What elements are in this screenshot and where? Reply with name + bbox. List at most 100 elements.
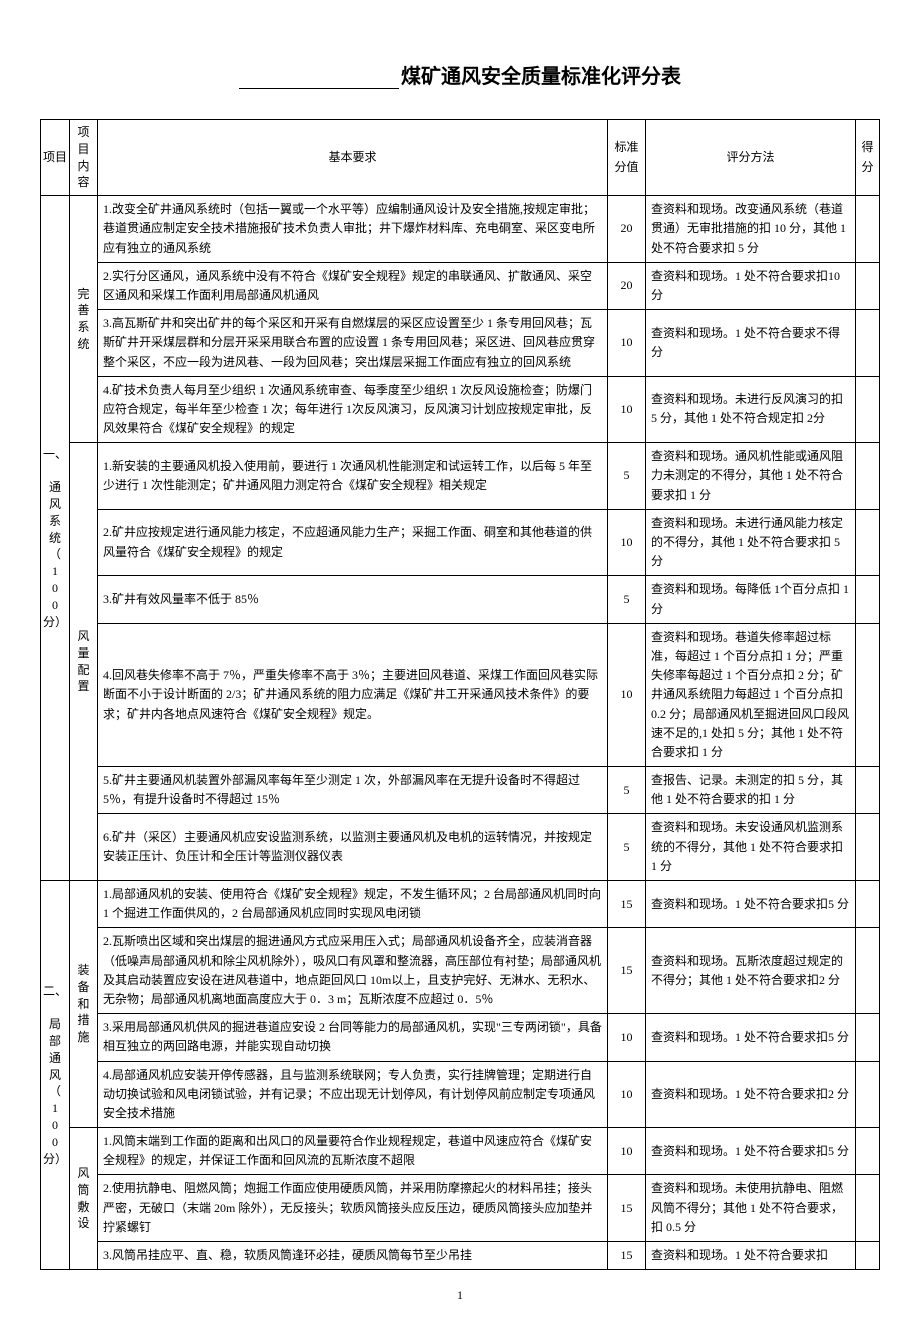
section1-label: 一、 通 风 系 统 （ 1 0 0 分） (41, 196, 70, 881)
table-row: 3.风筒吊挂应平、直、稳，软质风筒逢环必挂，硬质风筒每节至少吊挂 15 查资料和… (41, 1242, 880, 1270)
score-cell: 20 (608, 262, 646, 309)
method-cell: 查资料和现场。瓦斯浓度超过规定的不得分；其他 1 处不符合要求扣2 分 (646, 928, 856, 1014)
got-cell (856, 767, 880, 814)
section2-group1-label: 装 备 和 措 施 (70, 881, 98, 1128)
got-cell (856, 576, 880, 623)
method-cell: 查资料和现场。1 处不符合要求扣10 分 (646, 262, 856, 309)
method-cell: 查资料和现场。1 处不符合要求扣5 分 (646, 1128, 856, 1175)
req-cell: 2.实行分区通风，通风系统中没有不符合《煤矿安全规程》规定的串联通风、扩散通风、… (98, 262, 608, 309)
req-cell: 3.采用局部通风机供风的掘进巷道应安设 2 台同等能力的局部通风机，实现"三专两… (98, 1014, 608, 1061)
req-cell: 1.局部通风机的安装、使用符合《煤矿安全规程》规定，不发生循环风；2 台局部通风… (98, 881, 608, 928)
score-cell: 10 (608, 1014, 646, 1061)
got-cell (856, 310, 880, 377)
table-row: 2.瓦斯喷出区域和突出煤层的掘进通风方式应采用压入式；局部通风机设备齐全，应装消… (41, 928, 880, 1014)
got-cell (856, 262, 880, 309)
table-row: 4.矿技术负责人每月至少组织 1 次通风系统审查、每季度至少组织 1 次反风设施… (41, 376, 880, 443)
header-got: 得分 (856, 120, 880, 196)
method-cell: 查资料和现场。未进行通风能力核定的不得分，其他 1 处不符合要求扣 5 分 (646, 509, 856, 576)
score-cell: 10 (608, 376, 646, 443)
section1-group2-label: 风 量 配 置 (70, 443, 98, 881)
method-cell: 查资料和现场。通风机性能或通风阻力未测定的不得分，其他 1 处不符合要求扣 1 … (646, 443, 856, 510)
table-row: 6.矿井（采区）主要通风机应安设监测系统，以监测主要通风机及电机的运转情况，并按… (41, 814, 880, 881)
table-row: 风 筒 敷 设 1.风筒末端到工作面的距离和出风口的风量要符合作业规程规定，巷道… (41, 1128, 880, 1175)
got-cell (856, 1175, 880, 1242)
table-row: 3.矿井有效风量率不低于 85％ 5 查资料和现场。每降低 1个百分点扣 1 分 (41, 576, 880, 623)
scoring-table: 项目 项目内容 基本要求 标准分值 评分方法 得分 一、 通 风 系 统 （ 1… (40, 119, 880, 1270)
req-cell: 1.新安装的主要通风机投入使用前，要进行 1 次通风机性能测定和试运转工作，以后… (98, 443, 608, 510)
table-row: 5.矿井主要通风机装置外部漏风率每年至少测定 1 次，外部漏风率在无提升设备时不… (41, 767, 880, 814)
got-cell (856, 376, 880, 443)
got-cell (856, 1014, 880, 1061)
method-cell: 查资料和现场。每降低 1个百分点扣 1 分 (646, 576, 856, 623)
score-cell: 15 (608, 1175, 646, 1242)
section1-group1-label: 完 善 系 统 (70, 196, 98, 443)
table-row: 2.实行分区通风，通风系统中没有不符合《煤矿安全规程》规定的串联通风、扩散通风、… (41, 262, 880, 309)
got-cell (856, 881, 880, 928)
table-row: 3.采用局部通风机供风的掘进巷道应安设 2 台同等能力的局部通风机，实现"三专两… (41, 1014, 880, 1061)
method-cell: 查资料和现场。改变通风系统（巷道贯通）无审批措施的扣 10 分，其他 1 处不符… (646, 196, 856, 263)
req-cell: 4.局部通风机应安装开停传感器，且与监测系统联网；专人负责，实行挂牌管理；定期进… (98, 1061, 608, 1128)
got-cell (856, 196, 880, 263)
title-underline (239, 88, 399, 89)
section2-label: 二、 局 部 通 风 （ 1 0 0 分） (41, 881, 70, 1270)
method-cell: 查资料和现场。1 处不符合要求扣2 分 (646, 1061, 856, 1128)
score-cell: 5 (608, 443, 646, 510)
score-cell: 10 (608, 623, 646, 766)
got-cell (856, 443, 880, 510)
method-cell: 查资料和现场。1 处不符合要求不得分 (646, 310, 856, 377)
title-text: 煤矿通风安全质量标准化评分表 (401, 66, 681, 88)
table-row: 一、 通 风 系 统 （ 1 0 0 分） 完 善 系 统 1.改变全矿井通风系… (41, 196, 880, 263)
score-cell: 10 (608, 1061, 646, 1128)
section2-group2-label: 风 筒 敷 设 (70, 1128, 98, 1270)
page-number: 1 (40, 1288, 880, 1303)
header-content: 项目内容 (70, 120, 98, 196)
req-cell: 3.风筒吊挂应平、直、稳，软质风筒逢环必挂，硬质风筒每节至少吊挂 (98, 1242, 608, 1270)
req-cell: 4.回风巷失修率不高于 7％，严重失修率不高于 3％；主要进回风巷道、采煤工作面… (98, 623, 608, 766)
score-cell: 10 (608, 509, 646, 576)
header-row: 项目 项目内容 基本要求 标准分值 评分方法 得分 (41, 120, 880, 196)
table-row: 2.矿井应按规定进行通风能力核定，不应超通风能力生产；采掘工作面、硐室和其他巷道… (41, 509, 880, 576)
page-title: 煤矿通风安全质量标准化评分表 (40, 60, 880, 89)
got-cell (856, 1061, 880, 1128)
req-cell: 1.改变全矿井通风系统时（包括一翼或一个水平等）应编制通风设计及安全措施,按规定… (98, 196, 608, 263)
header-method: 评分方法 (646, 120, 856, 196)
header-project: 项目 (41, 120, 70, 196)
header-req: 基本要求 (98, 120, 608, 196)
req-cell: 2.瓦斯喷出区域和突出煤层的掘进通风方式应采用压入式；局部通风机设备齐全，应装消… (98, 928, 608, 1014)
req-cell: 6.矿井（采区）主要通风机应安设监测系统，以监测主要通风机及电机的运转情况，并按… (98, 814, 608, 881)
score-cell: 20 (608, 196, 646, 263)
req-cell: 4.矿技术负责人每月至少组织 1 次通风系统审查、每季度至少组织 1 次反风设施… (98, 376, 608, 443)
table-row: 二、 局 部 通 风 （ 1 0 0 分） 装 备 和 措 施 1.局部通风机的… (41, 881, 880, 928)
got-cell (856, 509, 880, 576)
method-cell: 查资料和现场。未进行反风演习的扣 5 分，其他 1 处不符合规定扣 2分 (646, 376, 856, 443)
table-row: 3.高瓦斯矿井和突出矿井的每个采区和开采有自燃煤层的采区应设置至少 1 条专用回… (41, 310, 880, 377)
got-cell (856, 928, 880, 1014)
req-cell: 2.使用抗静电、阻燃风筒；炮掘工作面应使用硬质风筒，并采用防摩擦起火的材料吊挂；… (98, 1175, 608, 1242)
score-cell: 5 (608, 814, 646, 881)
req-cell: 3.高瓦斯矿井和突出矿井的每个采区和开采有自燃煤层的采区应设置至少 1 条专用回… (98, 310, 608, 377)
table-row: 4.局部通风机应安装开停传感器，且与监测系统联网；专人负责，实行挂牌管理；定期进… (41, 1061, 880, 1128)
method-cell: 查资料和现场。巷道失修率超过标准，每超过 1 个百分点扣 1 分；严重失修率每超… (646, 623, 856, 766)
req-cell: 1.风筒末端到工作面的距离和出风口的风量要符合作业规程规定，巷道中风速应符合《煤… (98, 1128, 608, 1175)
score-cell: 10 (608, 1128, 646, 1175)
score-cell: 5 (608, 767, 646, 814)
table-row: 2.使用抗静电、阻燃风筒；炮掘工作面应使用硬质风筒，并采用防摩擦起火的材料吊挂；… (41, 1175, 880, 1242)
score-cell: 15 (608, 881, 646, 928)
method-cell: 查资料和现场。1 处不符合要求扣 (646, 1242, 856, 1270)
score-cell: 15 (608, 1242, 646, 1270)
table-row: 风 量 配 置 1.新安装的主要通风机投入使用前，要进行 1 次通风机性能测定和… (41, 443, 880, 510)
method-cell: 查资料和现场。未安设通风机监测系统的不得分，其他 1 处不符合要求扣 1 分 (646, 814, 856, 881)
method-cell: 查报告、记录。未测定的扣 5 分，其他 1 处不符合要求的扣 1 分 (646, 767, 856, 814)
score-cell: 5 (608, 576, 646, 623)
score-cell: 15 (608, 928, 646, 1014)
req-cell: 2.矿井应按规定进行通风能力核定，不应超通风能力生产；采掘工作面、硐室和其他巷道… (98, 509, 608, 576)
method-cell: 查资料和现场。1 处不符合要求扣5 分 (646, 1014, 856, 1061)
header-score: 标准分值 (608, 120, 646, 196)
method-cell: 查资料和现场。未使用抗静电、阻燃风筒不得分；其他 1 处不符合要求，扣 0.5 … (646, 1175, 856, 1242)
got-cell (856, 1128, 880, 1175)
req-cell: 5.矿井主要通风机装置外部漏风率每年至少测定 1 次，外部漏风率在无提升设备时不… (98, 767, 608, 814)
got-cell (856, 1242, 880, 1270)
got-cell (856, 814, 880, 881)
got-cell (856, 623, 880, 766)
req-cell: 3.矿井有效风量率不低于 85％ (98, 576, 608, 623)
